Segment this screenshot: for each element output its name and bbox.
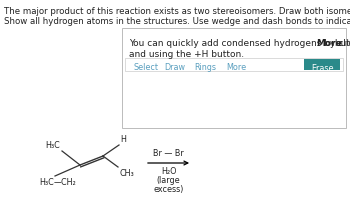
Text: The major product of this reaction exists as two stereoisomers. Draw both isomer: The major product of this reaction exist… [4,7,350,16]
Bar [122,28,346,128]
Text: button: button [332,39,350,48]
Text: Rings: Rings [194,63,216,72]
Text: Br — Br: Br — Br [153,149,184,158]
Text: Select: Select [134,63,159,72]
Text: —CH₂: —CH₂ [54,178,77,187]
Text: More: More [226,63,246,72]
Text: excess): excess) [153,185,184,194]
Text: and using the +H button.: and using the +H button. [129,50,244,59]
Text: H₃C: H₃C [45,141,60,150]
Text: Erase: Erase [311,64,333,73]
Text: H₃C: H₃C [39,178,54,187]
Text: You can quickly add condensed hydrogens by clicking the: You can quickly add condensed hydrogens … [129,39,350,48]
Text: H: H [120,135,126,144]
Text: CH₃: CH₃ [119,169,134,178]
Text: H₂O: H₂O [161,167,176,176]
Text: More: More [317,39,342,48]
Text: Show all hydrogen atoms in the structures. Use wedge and dash bonds to indicate : Show all hydrogen atoms in the structure… [4,17,350,26]
Bar [125,58,343,71]
Text: (large: (large [157,176,180,185]
Text: Draw: Draw [164,63,185,72]
FancyBboxPatch shape [304,59,340,70]
